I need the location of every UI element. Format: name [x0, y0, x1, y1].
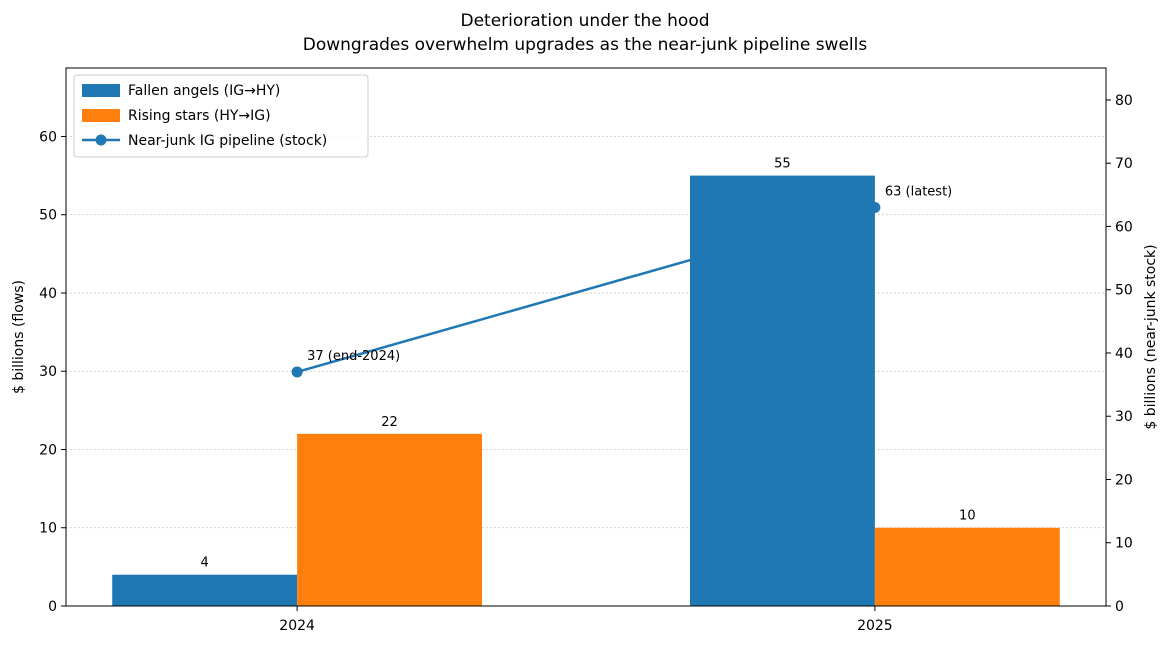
- y-tick-label: 0: [48, 599, 57, 615]
- y-right-tick-label: 50: [1115, 283, 1133, 299]
- bar-fallen-angels: [690, 175, 875, 606]
- legend: Fallen angels (IG→HY) Rising stars (HY→IG…: [73, 74, 369, 158]
- bar-fallen-angels: [112, 574, 298, 606]
- plot-frame: [65, 67, 1107, 607]
- pipeline-marker: [291, 366, 303, 378]
- pipeline-marker: [869, 201, 881, 213]
- y-right-tick-label: 10: [1115, 536, 1133, 552]
- legend-swatch: [82, 84, 120, 97]
- y-axis-label: $ billions (flows): [11, 280, 27, 394]
- y-tick-label: 20: [39, 442, 57, 458]
- legend-box: [73, 74, 369, 158]
- y-right-tick-label: 80: [1115, 93, 1133, 109]
- y-right-tick-label: 20: [1115, 472, 1133, 488]
- y-tick-label: 10: [39, 521, 57, 537]
- y-right-tick-label: 70: [1115, 156, 1133, 172]
- pipeline-data-label: 63 (latest): [885, 184, 952, 199]
- y-tick-label: 30: [39, 364, 57, 380]
- chart-title: Deterioration under the hood: [460, 11, 709, 31]
- legend-swatch-marker: [95, 134, 107, 146]
- y-right-tick-label: 60: [1115, 219, 1133, 235]
- bar-data-label: 55: [774, 157, 791, 172]
- x-tick-label: 2025: [857, 618, 893, 634]
- y-tick-label: 50: [39, 208, 57, 224]
- bar-data-label: 22: [381, 415, 398, 430]
- bar-data-label: 4: [201, 556, 209, 571]
- y-tick-label: 60: [39, 129, 57, 145]
- y-right-tick-label: 0: [1115, 599, 1124, 615]
- legend-swatch: [82, 109, 120, 122]
- y-tick-label: 40: [39, 286, 57, 302]
- y-right-tick-label: 40: [1115, 346, 1133, 362]
- y-right-tick-label: 30: [1115, 409, 1133, 425]
- pipeline-data-label: 37 (end-2024): [307, 349, 400, 364]
- legend-entry: Near-junk IG pipeline (stock): [128, 133, 327, 149]
- legend-entry: Fallen angels (IG→HY): [128, 83, 280, 99]
- bar-rising-stars: [874, 527, 1060, 606]
- y-axis-right-label: $ billions (near-junk stock): [1143, 244, 1159, 429]
- bar-data-label: 10: [959, 509, 976, 524]
- legend-entry: Rising stars (HY→IG): [128, 108, 271, 124]
- chart-subtitle: Downgrades overwhelm upgrades as the nea…: [303, 35, 868, 55]
- x-tick-label: 2024: [279, 618, 315, 634]
- bar-rising-stars: [297, 433, 482, 606]
